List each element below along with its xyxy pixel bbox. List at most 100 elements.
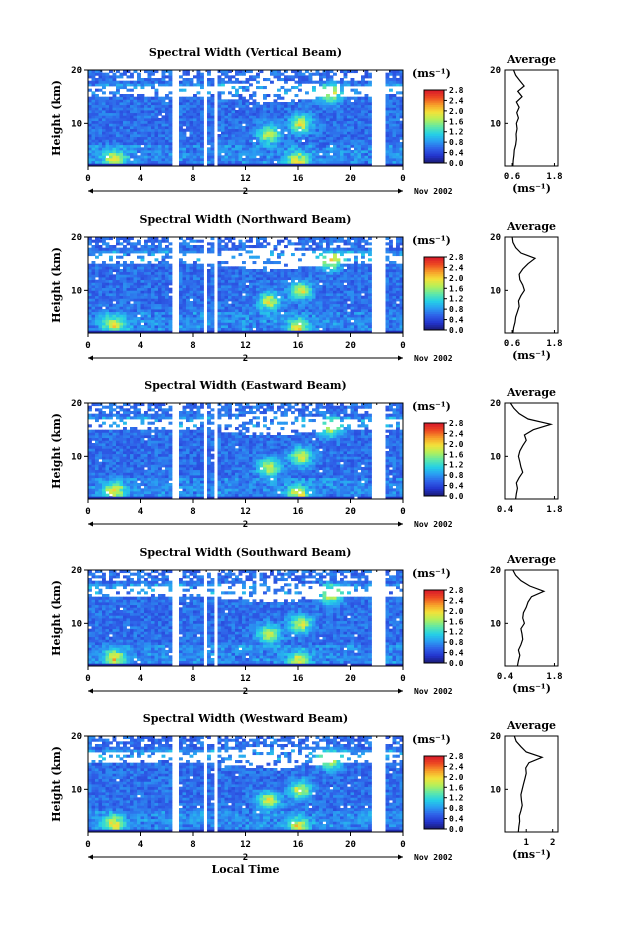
heatmap-cell [315,128,320,132]
heatmap-cell [329,330,334,334]
heatmap-cell [200,290,204,294]
heatmap-cell [91,102,96,106]
heatmap-cell [336,327,341,331]
heatmap-cell [340,102,344,106]
heatmap-cell [263,158,267,162]
heatmap-cell [200,147,204,151]
heatmap-cell [319,325,323,329]
heatmap-cell [326,314,330,318]
heatmap-cell [189,330,194,334]
heatmap-cell [91,120,96,124]
heatmap-cell [252,150,257,154]
heatmap-cell [256,147,260,151]
heatmap-cell [364,155,369,159]
heatmap-cell [399,99,404,103]
heatmap-cell [182,83,187,87]
heatmap-cell [189,317,194,321]
heatmap-cell [133,314,138,318]
heatmap-cell [343,269,348,273]
heatmap-cell [312,290,316,294]
heatmap-cell [357,287,362,291]
heatmap-cell [102,277,106,281]
heatmap-cell [350,158,355,162]
heatmap-cell [221,158,225,162]
heatmap-cell [137,115,141,119]
heatmap-cell [193,293,197,297]
heatmap-cell [119,295,124,299]
heatmap-cell [95,263,99,267]
heatmap-cell [109,317,113,321]
heatmap-cell [312,126,316,130]
heatmap-cell [151,327,155,331]
heatmap-cell [270,274,274,278]
heatmap-cell [326,152,330,156]
heatmap-cell [109,152,113,156]
heatmap-cell [350,131,355,135]
heatmap-cell [392,123,397,127]
heatmap-cell [168,91,173,95]
heatmap-cell [308,322,313,326]
heatmap-cell [263,155,267,159]
heatmap-cell [287,325,292,329]
heatmap-cell [102,282,106,286]
heatmap-cell [399,78,404,82]
heatmap-cell [221,314,225,318]
heatmap-cell [228,142,232,146]
heatmap-cell [301,242,306,246]
heatmap-cell [231,269,236,273]
colorbar-segment [424,121,444,124]
heatmap-cell [112,317,117,321]
heatmap-cell [217,317,222,321]
heatmap-cell [238,110,243,114]
heatmap-cell [154,327,159,331]
heatmap-cell [123,301,127,305]
heatmap-cell [207,139,211,143]
heatmap-cell [315,104,320,108]
heatmap-cell [200,282,204,286]
heatmap-cell [126,269,131,273]
heatmap-cell [280,139,285,143]
heatmap-cell [112,78,117,82]
heatmap-cell [263,271,267,275]
heatmap-cell [238,94,243,98]
heatmap-cell [130,277,134,281]
heatmap-cell [224,279,229,283]
heatmap-cell [242,110,246,114]
heatmap-cell [312,131,316,135]
heatmap-cell [284,303,288,307]
heatmap-cell [385,295,390,299]
heatmap-cell [186,325,190,329]
colorbar-segment [424,111,444,115]
heatmap-cell [95,72,99,76]
heatmap-cell [200,317,204,321]
heatmap-cell [301,112,306,116]
heatmap-cell [147,271,152,275]
heatmap-cell [98,282,103,286]
heatmap-cell [137,112,141,116]
heatmap-cell [364,239,369,243]
heatmap-cell [119,134,124,138]
heatmap-cell [221,136,225,140]
colorbar-segment [424,124,444,127]
heatmap-cell [221,139,225,143]
colorbar-tick-label: 1.2 [449,128,464,137]
heatmap-cell [242,322,246,326]
heatmap-cell [238,301,243,305]
heatmap-cell [256,110,260,114]
heatmap-cell [109,128,113,132]
heatmap-cell [350,282,355,286]
panel-1: Spectral Width (Vertical Beam)0 4 8 12 16 20 0… [50,46,563,197]
colorbar-segment [424,150,444,153]
heatmap-cell [273,290,278,294]
heatmap-cell [270,253,274,257]
heatmap-cell [291,306,295,310]
heatmap-cell [224,242,229,246]
heatmap-cell [392,110,397,114]
heatmap-cell [116,295,120,299]
heatmap-cell [182,131,187,135]
heatmap-cell [98,303,103,307]
heatmap-cell [326,123,330,127]
heatmap-cell [193,269,197,273]
heatmap-cell [186,123,190,127]
heatmap-cell [102,102,106,106]
